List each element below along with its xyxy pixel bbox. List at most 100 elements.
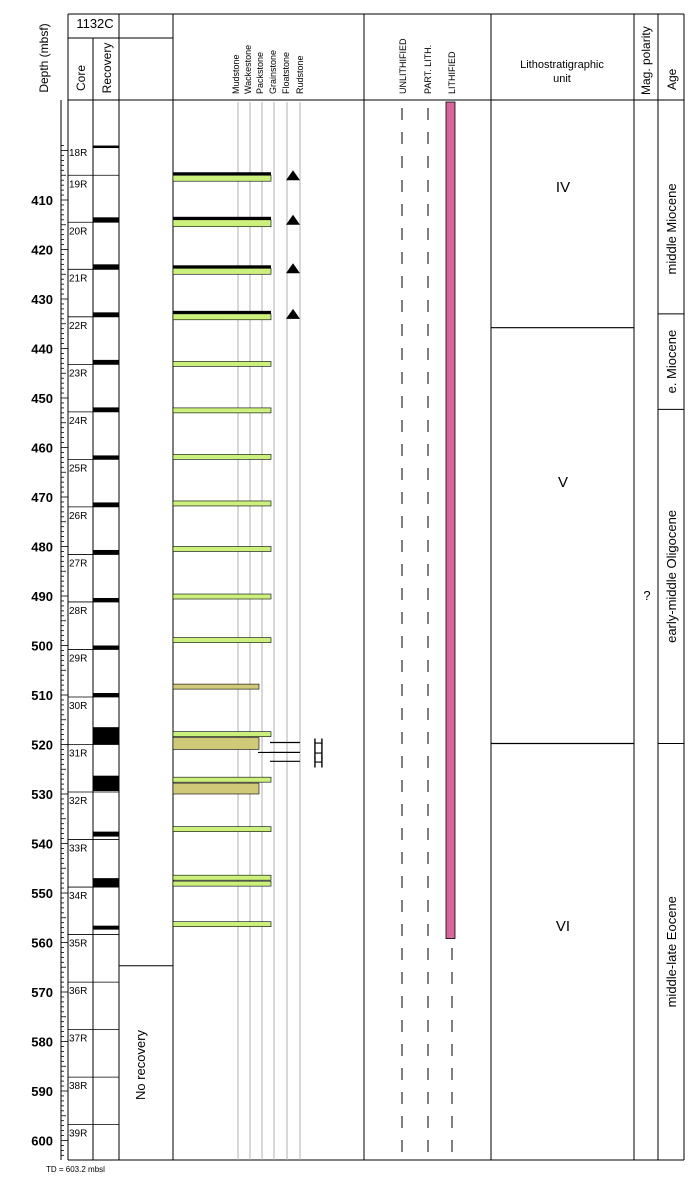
lith-header-lithified: LITHIFIED	[447, 51, 457, 94]
recovery-block	[93, 359, 119, 365]
age-label: early-middle Oligocene	[664, 510, 679, 643]
depth-tick-label: 530	[31, 787, 53, 802]
texture-header-wackestone: Wackestone	[243, 45, 253, 94]
recovery-block	[93, 145, 119, 149]
lithology-bed	[172, 546, 272, 552]
mag-polarity-unknown-mark: ?	[643, 588, 650, 603]
recovery-block	[93, 455, 119, 460]
lithology-bed	[172, 407, 272, 414]
core-label: 21R	[69, 273, 87, 284]
core-label: 19R	[69, 179, 87, 190]
texture-header-rudstone: Rudstone	[295, 55, 305, 94]
lithostrat-unit-label: VI	[556, 918, 570, 935]
core-label: 22R	[69, 321, 87, 332]
floatstone-triangle-marker	[286, 170, 300, 181]
lithology-bed	[172, 361, 272, 367]
lithostrat-header-line2: unit	[553, 73, 571, 85]
lithology-bed	[172, 313, 272, 321]
lithology-bed	[172, 593, 272, 600]
core-label: 31R	[69, 749, 87, 760]
age-label: e. Miocene	[664, 330, 679, 394]
recovery-block	[93, 597, 119, 602]
floatstone-triangle-marker	[286, 263, 300, 274]
core-label: 28R	[69, 606, 87, 617]
depth-tick-label: 590	[31, 1084, 53, 1099]
recovery-block	[93, 878, 119, 888]
depth-tick-label: 570	[31, 985, 53, 1000]
recovery-block	[93, 217, 119, 223]
core-label: 35R	[69, 939, 87, 950]
no-recovery-label: No recovery	[133, 1029, 148, 1100]
lithology-bed	[172, 776, 272, 783]
mag-polarity-header: Mag. polarity	[639, 26, 653, 95]
floatstone-triangle-marker	[286, 214, 300, 225]
core-label: 34R	[69, 891, 87, 902]
lithology-bed	[172, 500, 272, 507]
core-label: 33R	[69, 844, 87, 855]
age-label: middle Miocene	[664, 183, 679, 274]
h-symbol: H	[313, 736, 324, 753]
lithology-bed	[172, 880, 272, 887]
core-label: 18R	[69, 148, 87, 159]
depth-tick-label: 410	[31, 193, 53, 208]
bed-black-top	[173, 310, 271, 314]
depth-tick-label: 540	[31, 837, 53, 852]
core-label: 25R	[69, 463, 87, 474]
lithostrat-header-line1: Lithostratigraphic	[520, 59, 604, 71]
lithology-bed	[172, 737, 260, 750]
lithology-bed	[172, 454, 272, 460]
depth-tick-label: 470	[31, 490, 53, 505]
texture-header-floatstone: Floatstone	[281, 52, 291, 94]
h-symbol: H	[313, 745, 324, 762]
core-label: 39R	[69, 1129, 87, 1140]
recovery-block	[93, 264, 119, 270]
recovery-block	[93, 645, 119, 650]
depth-tick-label: 560	[31, 936, 53, 951]
depth-tick-label: 430	[31, 292, 53, 307]
core-label: 20R	[69, 226, 87, 237]
recovery-block	[93, 727, 119, 745]
core-label: 30R	[69, 701, 87, 712]
core-label: 38R	[69, 1081, 87, 1092]
depth-tick-label: 490	[31, 589, 53, 604]
lith-header-unlithified: UNLITHIFIED	[398, 38, 408, 94]
lithology-bed	[172, 826, 272, 832]
floatstone-triangle-marker	[286, 308, 300, 319]
lithology-bed	[172, 683, 260, 690]
depth-tick-label: 460	[31, 441, 53, 456]
core-label: 29R	[69, 653, 87, 664]
depth-tick-label: 420	[31, 243, 53, 258]
lithology-bed	[172, 637, 272, 643]
grid-lines: 410 420 430 440 450 460 470 480 490 500 510 520 530 5…	[31, 13, 685, 1161]
recovery-column-header: Recovery	[100, 43, 114, 94]
recovery-block	[93, 549, 119, 555]
lithology-bed	[172, 268, 272, 275]
recovery-block	[93, 407, 119, 412]
core-label: 23R	[69, 368, 87, 379]
core-label: 24R	[69, 416, 87, 427]
depth-tick-label: 500	[31, 639, 53, 654]
depth-tick-label: 480	[31, 540, 53, 555]
site-label: 1132C	[76, 16, 113, 31]
lithology-bed	[172, 782, 260, 795]
recovery-block	[93, 693, 119, 697]
lithology-bed	[172, 219, 272, 228]
lithology-bed	[172, 174, 272, 182]
core-label: 36R	[69, 986, 87, 997]
core-label: 27R	[69, 558, 87, 569]
lithified-bar	[445, 101, 456, 939]
recovery-block	[93, 502, 119, 507]
lithology-bed	[172, 921, 272, 928]
core-column-header: Core	[74, 65, 88, 91]
lithostrat-unit-label: IV	[556, 179, 570, 196]
depth-tick-label: 550	[31, 886, 53, 901]
total-depth-footer: TD = 603.2 mbsl	[46, 1165, 105, 1174]
bed-black-top	[173, 265, 271, 269]
recovery-block	[93, 831, 119, 837]
lith-header-partly-lithified: PART. LITH.	[423, 45, 433, 94]
core-label: 37R	[69, 1034, 87, 1045]
texture-header-mudstone: Mudstone	[231, 54, 241, 94]
column-headers: Depth (mbsf) 1132C Core Recovery Mudston…	[37, 16, 679, 95]
age-label: middle-late Eocene	[664, 896, 679, 1007]
